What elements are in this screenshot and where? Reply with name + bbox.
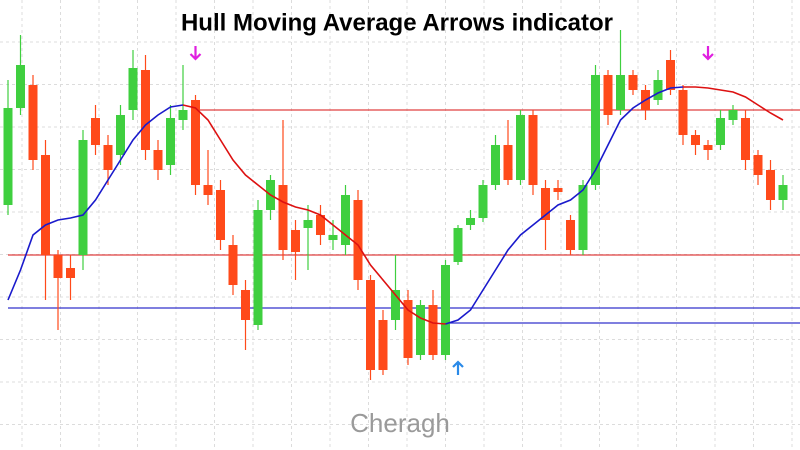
candle-body xyxy=(678,90,688,135)
candle-body xyxy=(616,75,625,110)
candle-body xyxy=(553,188,563,192)
candle-body xyxy=(41,155,50,255)
candle-body xyxy=(16,65,25,108)
candle-body xyxy=(441,265,450,355)
candle-body xyxy=(103,145,113,170)
candle-body xyxy=(653,80,663,100)
candle-body xyxy=(91,118,100,145)
candle-body xyxy=(328,235,338,240)
hma-line xyxy=(7,86,684,325)
candle-body xyxy=(428,305,438,355)
hma-line xyxy=(182,86,784,325)
candle-body xyxy=(766,170,775,200)
candle-body xyxy=(778,185,788,200)
candle-body xyxy=(466,218,475,225)
candle-body xyxy=(503,145,513,180)
candle-body xyxy=(366,280,375,370)
candle-body xyxy=(253,210,263,325)
watermark: Cheragh xyxy=(350,408,450,438)
candle-body xyxy=(666,60,675,90)
candle-body xyxy=(116,115,125,155)
candle-body xyxy=(278,185,288,250)
candle-body xyxy=(403,300,413,358)
candle-body xyxy=(303,220,313,228)
candle-body xyxy=(216,190,225,240)
plot xyxy=(3,30,800,380)
candle-body xyxy=(341,195,350,245)
candle-body xyxy=(28,85,38,160)
candle-body xyxy=(153,150,163,170)
candle-body xyxy=(728,110,738,120)
candle-body xyxy=(516,115,525,180)
candle-body xyxy=(316,215,325,235)
signal-arrow xyxy=(702,46,714,61)
candle-body xyxy=(203,185,213,195)
candle-body xyxy=(741,118,750,160)
signal-arrow xyxy=(189,46,202,61)
candle-body xyxy=(53,255,63,278)
candle-body xyxy=(191,100,200,185)
candle-body xyxy=(628,75,638,90)
candle-body xyxy=(478,185,488,218)
candle-body xyxy=(578,185,588,250)
candle-body xyxy=(491,145,500,185)
candle-body xyxy=(566,220,575,250)
candle-body xyxy=(178,110,188,120)
signal-arrow xyxy=(452,360,464,375)
candle-body xyxy=(66,268,75,278)
candle-body xyxy=(3,108,13,205)
candle-body xyxy=(528,115,538,185)
candle-body xyxy=(353,200,363,280)
candle-body xyxy=(603,75,613,115)
candle-body xyxy=(241,290,250,320)
candle-body xyxy=(78,140,88,255)
candle-body xyxy=(391,290,400,320)
candle-body xyxy=(453,228,463,262)
candle-body xyxy=(541,188,550,220)
candle-body xyxy=(378,320,388,370)
candle-body xyxy=(703,145,713,150)
candle-body xyxy=(166,118,175,165)
candle-body xyxy=(291,230,300,252)
candle-body xyxy=(691,135,700,145)
candle-body xyxy=(128,68,138,110)
candle-body xyxy=(141,70,150,150)
candle-body xyxy=(228,245,238,285)
candle-body xyxy=(716,118,725,145)
candle-body xyxy=(753,155,763,175)
chart-title: Hull Moving Average Arrows indicator xyxy=(181,9,613,36)
candle-body xyxy=(416,305,425,355)
candle-body xyxy=(591,75,600,185)
